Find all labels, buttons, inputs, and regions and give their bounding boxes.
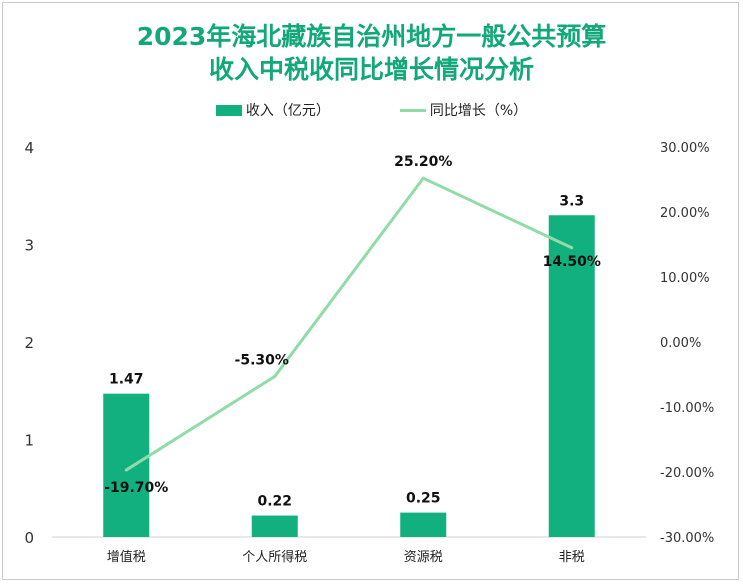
y-right-tick: -30.00% (660, 531, 714, 546)
legend-bar-swatch (215, 104, 242, 116)
bar (251, 515, 298, 537)
y-right-tick: 20.00% (660, 206, 710, 221)
legend-bar: 收入（亿元） (215, 100, 330, 120)
y-left-tick: 4 (24, 139, 34, 157)
bar (103, 393, 150, 537)
line-point (124, 468, 128, 472)
x-tick-label: 增值税 (107, 549, 146, 565)
chart-title-line2: 收入中税收同比增长情况分析 (208, 55, 534, 84)
legend: 收入（亿元） 同比增长（%） (0, 100, 743, 120)
line-point (421, 176, 425, 180)
y-left-tick: 3 (24, 237, 34, 255)
bar (548, 215, 595, 537)
bar-data-label: 1.47 (109, 372, 144, 388)
x-tick-label: 个人所得税 (242, 549, 307, 565)
y-right-tick: 0.00% (660, 336, 701, 351)
line-data-label: -19.70% (104, 480, 168, 496)
legend-line-swatch (399, 108, 426, 112)
y-left-tick: 1 (24, 432, 34, 450)
bar-data-label: 0.22 (257, 494, 292, 510)
chart-title-line1: 2023年海北藏族自治州地方一般公共预算 (136, 22, 607, 51)
line-data-label: -5.30% (235, 352, 289, 368)
bar (400, 512, 447, 537)
line-data-label: 14.50% (543, 254, 601, 270)
x-tick-label: 非税 (559, 550, 585, 565)
y-left-tick: 2 (24, 334, 34, 352)
legend-line: 同比增长（%） (399, 100, 527, 120)
y-left-tick: 0 (24, 529, 34, 547)
line-point (570, 246, 574, 250)
growth-line (125, 176, 573, 472)
y-right-tick: 30.00% (660, 141, 710, 156)
line-point (273, 374, 277, 378)
x-tick-label: 资源税 (404, 550, 443, 565)
bar-data-label: 3.3 (559, 193, 584, 209)
y-right-tick: 10.00% (660, 271, 710, 286)
bar-data-label: 0.25 (406, 491, 441, 507)
y-right-tick: -10.00% (660, 401, 714, 416)
y-right-tick: -20.00% (660, 466, 714, 481)
line-data-label: 25.20% (394, 154, 452, 170)
